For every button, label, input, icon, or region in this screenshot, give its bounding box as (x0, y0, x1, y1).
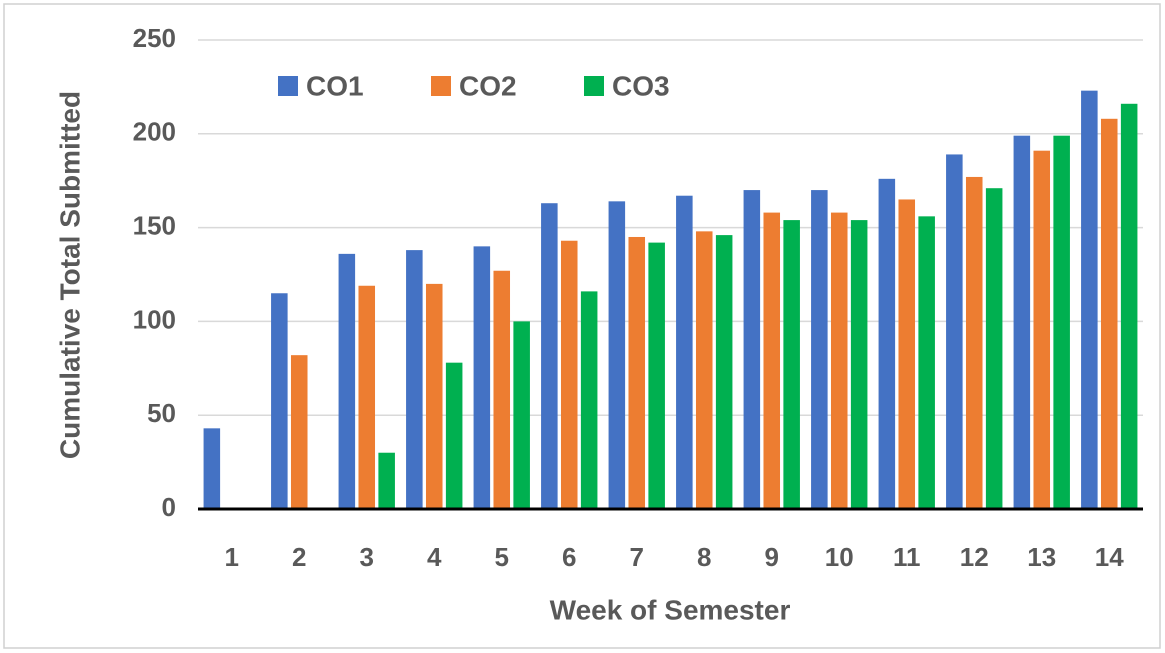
bar (271, 293, 288, 509)
bar (425, 283, 443, 509)
bar (560, 240, 578, 509)
x-tick-label: 2 (292, 542, 306, 572)
bar (473, 246, 491, 510)
x-tick-label: 1 (225, 542, 239, 572)
bar (898, 199, 916, 509)
bar (783, 220, 800, 509)
x-tick-label: 3 (360, 542, 374, 572)
x-tick-label: 10 (825, 542, 854, 572)
x-axis-title: Week of Semester (550, 594, 791, 625)
legend-swatch (584, 76, 604, 96)
bar (513, 321, 530, 509)
bar (763, 212, 781, 510)
bar (445, 362, 463, 509)
bar (290, 355, 308, 509)
y-tick-label: 150 (133, 210, 176, 240)
bar (695, 231, 713, 510)
x-tick-label: 12 (960, 542, 989, 572)
y-tick-label: 100 (133, 304, 176, 334)
bar (918, 216, 935, 509)
bar (830, 212, 848, 510)
bar (743, 190, 761, 509)
bar (338, 253, 356, 509)
y-tick-label: 250 (133, 23, 176, 53)
legend-swatch (431, 76, 451, 96)
bar (1100, 118, 1118, 510)
x-tick-label: 9 (765, 542, 779, 572)
bar (493, 270, 511, 509)
legend-label: CO1 (306, 70, 364, 101)
legend-label: CO3 (612, 70, 670, 101)
bar (1013, 135, 1031, 509)
bar (715, 235, 733, 509)
x-tick-label: 5 (495, 542, 509, 572)
bar (608, 201, 626, 509)
bar (541, 203, 558, 509)
bar (1033, 150, 1051, 509)
y-tick-label: 200 (133, 117, 176, 147)
x-tick-label: 11 (893, 542, 921, 572)
x-tick-label: 4 (427, 542, 442, 572)
bar (628, 236, 646, 510)
bar (878, 178, 896, 509)
bar (648, 242, 665, 509)
bar (676, 195, 693, 509)
x-tick-label: 13 (1027, 542, 1056, 572)
bar (580, 291, 598, 509)
bar (358, 285, 376, 509)
bar (1053, 135, 1070, 509)
bar (406, 250, 423, 509)
legend-label: CO2 (459, 70, 517, 101)
bar (811, 190, 828, 509)
bar (1120, 103, 1138, 509)
x-tick-label: 6 (562, 542, 576, 572)
bar (946, 154, 963, 509)
bar (985, 188, 1003, 510)
bar (203, 428, 221, 509)
bar (378, 452, 395, 509)
x-tick-label: 7 (630, 542, 644, 572)
y-tick-label: 0 (162, 492, 176, 522)
bar (965, 176, 983, 509)
x-tick-label: 8 (697, 542, 711, 572)
bar (850, 220, 868, 509)
y-tick-label: 50 (147, 398, 176, 428)
x-tick-label: 14 (1095, 542, 1124, 572)
legend-swatch (278, 76, 298, 96)
bar (1081, 90, 1098, 509)
y-axis-title: Cumulative Total Submitted (54, 91, 85, 459)
